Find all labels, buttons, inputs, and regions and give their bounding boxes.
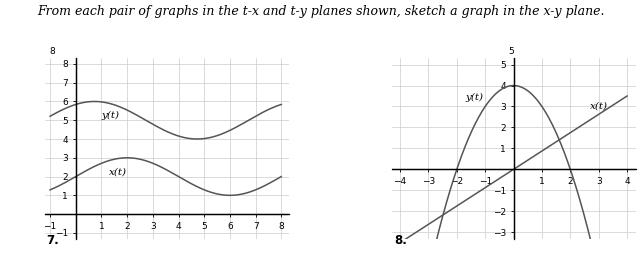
Text: 5: 5 [508, 47, 514, 56]
Text: 8.: 8. [394, 234, 407, 247]
Text: 7.: 7. [46, 234, 59, 247]
Text: x(t): x(t) [109, 168, 127, 177]
Text: 8: 8 [50, 47, 56, 56]
Text: y(t): y(t) [465, 93, 483, 102]
Text: x(t): x(t) [590, 101, 608, 111]
Text: From each pair of graphs in the t-x and t-y planes shown, sketch a graph in the : From each pair of graphs in the t-x and … [37, 5, 605, 18]
Text: y(t): y(t) [101, 111, 119, 120]
